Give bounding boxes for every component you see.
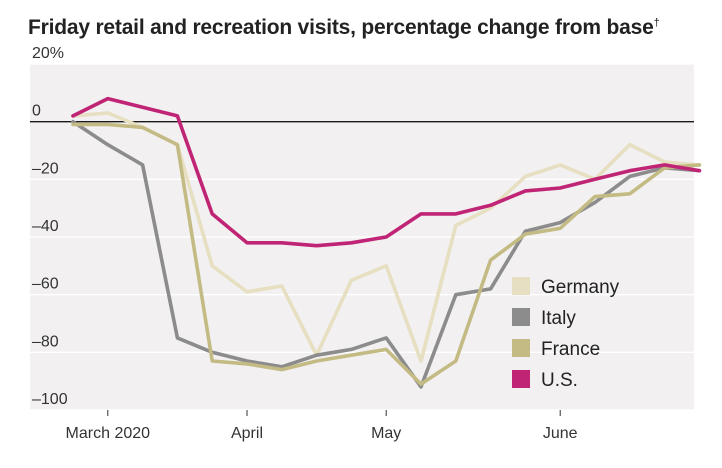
x-tick-label: April [231, 425, 263, 442]
legend-label-us: U.S. [541, 370, 578, 391]
x-tick-label: May [371, 425, 401, 442]
y-axis-ticks: 20% 0 –20 –40 –60 –80 –100 [32, 45, 68, 408]
legend-swatch-italy [512, 308, 530, 326]
x-axis-ticks: March 2020 April May June [66, 410, 578, 442]
legend-label-germany: Germany [541, 277, 620, 298]
y-tick-label: –100 [32, 391, 68, 408]
legend-swatch-france [512, 339, 530, 357]
x-tick-label: March 2020 [66, 425, 151, 442]
series-line-france [71, 122, 702, 386]
series-lines [71, 96, 702, 389]
y-tick-label: –60 [32, 276, 59, 293]
series-line-us [71, 96, 702, 248]
x-tick-label: June [543, 425, 578, 442]
y-tick-label: 0 [32, 103, 41, 120]
legend: Germany Italy France U.S. [512, 277, 620, 391]
y-tick-label: 20% [32, 45, 64, 62]
legend-label-france: France [541, 339, 600, 360]
gridlines [30, 63, 694, 411]
legend-label-italy: Italy [541, 308, 576, 329]
series-line-italy [71, 119, 702, 389]
y-tick-label: –80 [32, 333, 59, 350]
chart-title: Friday retail and recreation visits, per… [28, 16, 660, 39]
legend-swatch-us [512, 370, 530, 388]
legend-swatch-germany [512, 277, 530, 295]
title-footnote-mark: † [653, 17, 660, 29]
y-tick-label: –40 [32, 218, 59, 235]
y-tick-label: –20 [32, 160, 59, 177]
